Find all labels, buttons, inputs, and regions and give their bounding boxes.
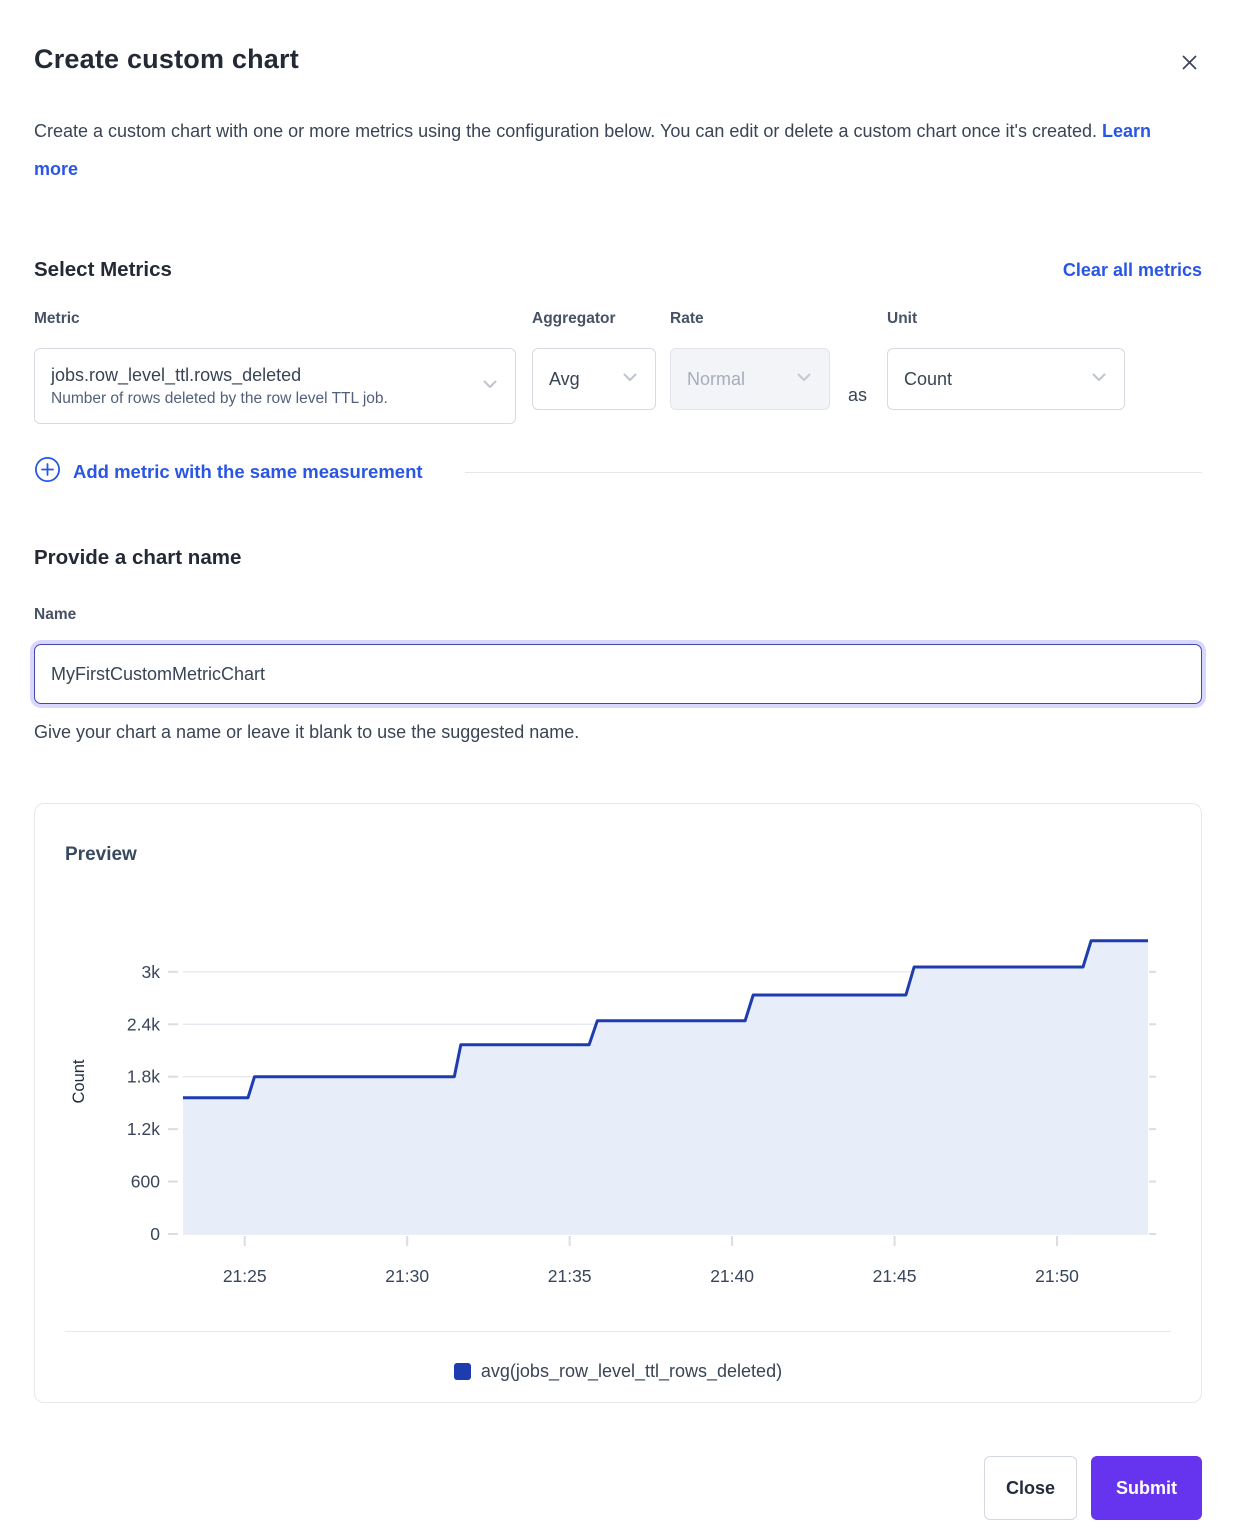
add-metric-button[interactable]: Add metric with the same measurement: [34, 456, 423, 488]
chevron-down-icon: [621, 368, 639, 391]
svg-text:1.8k: 1.8k: [127, 1067, 160, 1087]
submit-button[interactable]: Submit: [1091, 1456, 1202, 1520]
page-title: Create custom chart: [34, 44, 299, 74]
unit-column: Unit Count: [887, 310, 1126, 410]
metric-label: Metric: [34, 310, 80, 327]
svg-text:21:30: 21:30: [385, 1266, 429, 1286]
svg-text:3k: 3k: [142, 962, 161, 982]
svg-text:21:50: 21:50: [1035, 1266, 1079, 1286]
name-helper-text: Give your chart a name or leave it blank…: [34, 722, 580, 742]
modal-description-text: Create a custom chart with one or more m…: [34, 121, 1098, 141]
modal-description: Create a custom chart with one or more m…: [34, 112, 1184, 188]
metric-select-description: Number of rows deleted by the row level …: [51, 390, 388, 407]
as-label: as: [848, 385, 868, 405]
legend-swatch: [453, 1362, 471, 1380]
svg-text:21:25: 21:25: [223, 1266, 267, 1286]
modal-header: Create custom chart: [34, 0, 1202, 78]
modal-footer: Close Submit: [34, 1456, 1202, 1520]
svg-text:0: 0: [150, 1224, 160, 1244]
aggregator-select[interactable]: Avg: [532, 348, 656, 410]
unit-select-value: Count: [904, 368, 953, 389]
preview-chart: 0 600 1.2k 1.8k 2.4k 3k 21:25 21:30 21:35 21:40 21…: [70, 939, 1156, 1286]
rate-select-value: Normal: [687, 368, 746, 389]
chart-name-heading: Provide a chart name: [34, 546, 242, 569]
metric-column: Metric jobs.row_level_ttl.rows_deleted N…: [34, 310, 516, 424]
svg-text:21:35: 21:35: [548, 1266, 592, 1286]
plus-circle-icon: [34, 456, 61, 488]
legend-label: avg(jobs_row_level_ttl_rows_deleted): [480, 1360, 783, 1381]
preview-panel: Preview 0 600 1.2k 1.8k 2.4k 3k 21:25 21:30 21:3…: [34, 803, 1202, 1403]
metric-select[interactable]: jobs.row_level_ttl.rows_deleted Number o…: [34, 348, 516, 424]
close-icon[interactable]: [1177, 50, 1202, 78]
unit-label: Unit: [887, 310, 918, 327]
rate-label: Rate: [670, 310, 704, 327]
add-metric-label: Add metric with the same measurement: [73, 461, 423, 482]
metric-select-text: jobs.row_level_ttl.rows_deleted Number o…: [51, 362, 388, 410]
svg-text:600: 600: [131, 1172, 160, 1192]
svg-text:2.4k: 2.4k: [127, 1014, 160, 1034]
chevron-down-icon: [481, 375, 499, 398]
aggregator-column: Aggregator Avg: [532, 310, 656, 410]
rate-select[interactable]: Normal: [670, 348, 830, 410]
rate-column: Rate Normal: [670, 310, 830, 410]
preview-heading: Preview: [65, 844, 137, 865]
name-label: Name: [34, 606, 77, 623]
chevron-down-icon: [795, 368, 813, 391]
learn-more-link[interactable]: Learn more: [34, 121, 1152, 179]
metric-row: Metric jobs.row_level_ttl.rows_deleted N…: [34, 310, 1202, 424]
unit-select[interactable]: Count: [887, 348, 1126, 410]
chart-name-input[interactable]: [34, 644, 1202, 704]
svg-text:Count: Count: [70, 1059, 88, 1103]
close-button[interactable]: Close: [984, 1456, 1077, 1520]
svg-text:21:40: 21:40: [710, 1266, 754, 1286]
aggregator-label: Aggregator: [532, 310, 616, 327]
select-metrics-header: Select Metrics Clear all metrics: [34, 258, 1202, 282]
metric-select-value: jobs.row_level_ttl.rows_deleted: [51, 365, 302, 385]
aggregator-select-value: Avg: [549, 368, 580, 389]
chart-legend: avg(jobs_row_level_ttl_rows_deleted): [65, 1359, 1171, 1383]
svg-text:21:45: 21:45: [873, 1266, 917, 1286]
divider: [464, 471, 1202, 473]
chevron-down-icon: [1090, 368, 1108, 391]
divider: [65, 1331, 1171, 1332]
select-metrics-heading: Select Metrics: [34, 258, 172, 281]
add-metric-row: Add metric with the same measurement: [34, 456, 1202, 488]
svg-text:1.2k: 1.2k: [127, 1119, 160, 1139]
clear-all-metrics-link[interactable]: Clear all metrics: [1062, 260, 1202, 280]
